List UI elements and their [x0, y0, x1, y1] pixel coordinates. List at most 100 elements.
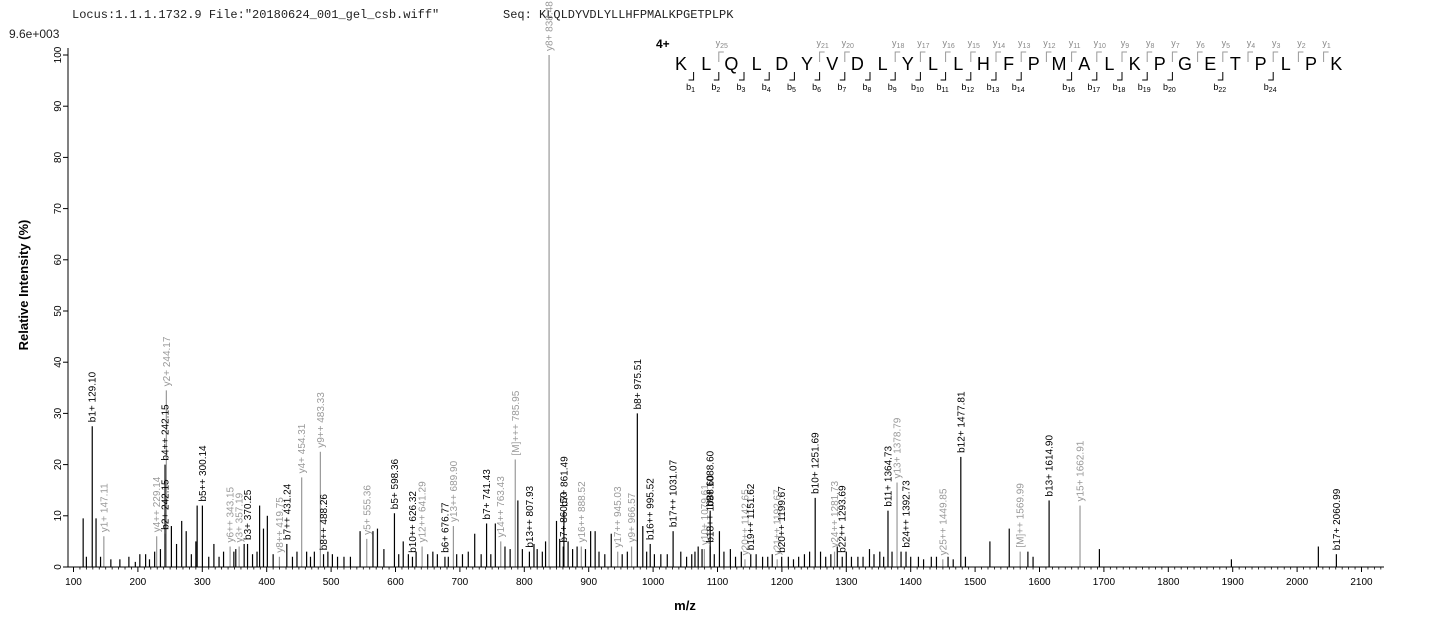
peak-label: b24++ 1392.73 [902, 480, 913, 548]
b-ion-bracket [1217, 72, 1224, 81]
peak-label: y21++ 1192.67 [773, 489, 784, 555]
y-tick-label: 60 [53, 254, 64, 266]
residue: P [1305, 54, 1317, 74]
residue: F [1003, 54, 1014, 74]
peak-label: b1+ 129.10 [88, 371, 99, 422]
peak-label: [M]++ 1569.99 [1016, 483, 1027, 548]
y-ion-label: y7 [1171, 38, 1180, 50]
residue: L [1104, 54, 1114, 74]
residue: Q [724, 54, 738, 74]
b-ion-bracket [1016, 72, 1022, 81]
x-tick-label: 1100 [707, 577, 729, 588]
x-tick-label: 1200 [771, 577, 794, 588]
residue: K [1129, 54, 1141, 74]
residue: L [752, 54, 762, 74]
b-ion-label: b22 [1213, 82, 1226, 94]
peak-label: y1+ 147.11 [99, 483, 110, 532]
b-ion-label: b7 [837, 82, 846, 94]
y-tick-label: 50 [53, 305, 64, 317]
residue: E [1204, 54, 1216, 74]
y-ion-bracket [1146, 51, 1153, 62]
peak-label: b7++ 431.24 [282, 483, 293, 540]
b-ion-label: b5 [787, 82, 796, 94]
b-ion-label: b16 [1062, 82, 1075, 94]
y-ion-bracket [819, 51, 825, 62]
residue: L [878, 54, 888, 74]
peak-label: b8++ 488.26 [319, 494, 330, 551]
peak-label: b7+ 861.49 [559, 456, 570, 507]
y-ion-bracket [844, 51, 850, 62]
y-ion-bracket [1171, 51, 1178, 62]
residue: K [675, 54, 687, 74]
peak-label: b16++ 995.52 [646, 478, 657, 540]
peak-label: b11+ 1364.73 [883, 446, 894, 507]
peak-label: [M]+++ 785.95 [511, 390, 522, 455]
peak-label: b17+ 2060.99 [1332, 488, 1343, 550]
x-tick-label: 700 [452, 577, 469, 588]
b-ion-label: b14 [1012, 82, 1025, 94]
b-ion-label: b10 [911, 82, 924, 94]
x-axis-title: m/z [674, 598, 696, 613]
b-ion-bracket [1167, 72, 1173, 81]
peak-label: y15+ 1662.91 [1076, 440, 1087, 501]
peak-label: y3+ 357.19 [235, 492, 246, 542]
y-ion-bracket [970, 51, 976, 62]
residue: P [1255, 54, 1267, 74]
peak-label: b12+ 1477.81 [956, 391, 967, 453]
residue: Y [902, 54, 914, 74]
peak-label: y17++ 945.03 [613, 486, 624, 548]
residue: L [1281, 54, 1291, 74]
y-ion-label: y5 [1222, 38, 1231, 50]
y-ion-bracket [1197, 51, 1203, 62]
x-tick-label: 300 [194, 577, 211, 588]
residue: Y [801, 54, 813, 74]
y-ion-bracket [1045, 51, 1052, 62]
x-tick-label: 2100 [1350, 577, 1373, 588]
charge-label: 4+ [656, 37, 670, 51]
residue: P [1154, 54, 1166, 74]
peak-label: y14++ 763.43 [496, 476, 507, 538]
sequence-header: Seq: KLQLDYVDLYLLHFPMALKPGETPLPK [503, 8, 734, 22]
y-ion-bracket [1323, 51, 1329, 62]
y-ion-label: y17 [917, 38, 929, 50]
b-ion-bracket [764, 72, 770, 81]
peak-label: y25++ 1449.85 [938, 488, 949, 555]
x-tick-label: 2000 [1286, 577, 1309, 588]
peak-label: y8++ 419.75 [275, 497, 286, 553]
b-ion-label: b18 [1113, 82, 1126, 94]
b-ion-bracket [1142, 72, 1148, 81]
b-ion-bracket [814, 72, 821, 81]
residue: L [953, 54, 963, 74]
b-ion-label: b24 [1264, 82, 1277, 94]
y-tick-label: 70 [53, 203, 64, 215]
peak-label: y12++ 641.29 [418, 481, 429, 543]
x-tick-label: 100 [65, 577, 82, 588]
x-tick-label: 400 [258, 577, 275, 588]
y-ion-bracket [1096, 51, 1102, 62]
b-ion-bracket [713, 72, 720, 81]
peak-label: b9+ 1088.60 [706, 450, 717, 506]
peak-label: y16++ 888.52 [577, 481, 588, 543]
b-ion-bracket [1066, 72, 1073, 81]
x-tick-label: 1600 [1028, 577, 1051, 588]
y-ion-bracket [1121, 51, 1127, 62]
b-ion-bracket [965, 72, 972, 81]
b-ion-bracket [688, 72, 695, 81]
y-ion-bracket [718, 51, 724, 62]
peak-label: b2+ 242.15 [161, 479, 172, 530]
y-ion-bracket [995, 51, 1001, 62]
ticks-layer: 100 200 300 400 500 600 700 800 900 1000 1100 1200 1… [53, 46, 1382, 588]
y-ion-label: y20 [842, 38, 854, 50]
b-ion-label: b9 [888, 82, 897, 94]
y-tick-label: 20 [53, 459, 64, 471]
b-ion-label: b4 [762, 82, 771, 94]
peak-label: b13++ 807.93 [525, 485, 536, 547]
peak-label: b22++ 1293.69 [838, 485, 849, 553]
y-ion-label: y25 [716, 38, 728, 50]
y-ion-label: y16 [942, 38, 954, 50]
b-ion-label: b8 [863, 82, 872, 94]
b-ion-bracket [890, 72, 896, 81]
y-ion-bracket [1222, 51, 1228, 62]
